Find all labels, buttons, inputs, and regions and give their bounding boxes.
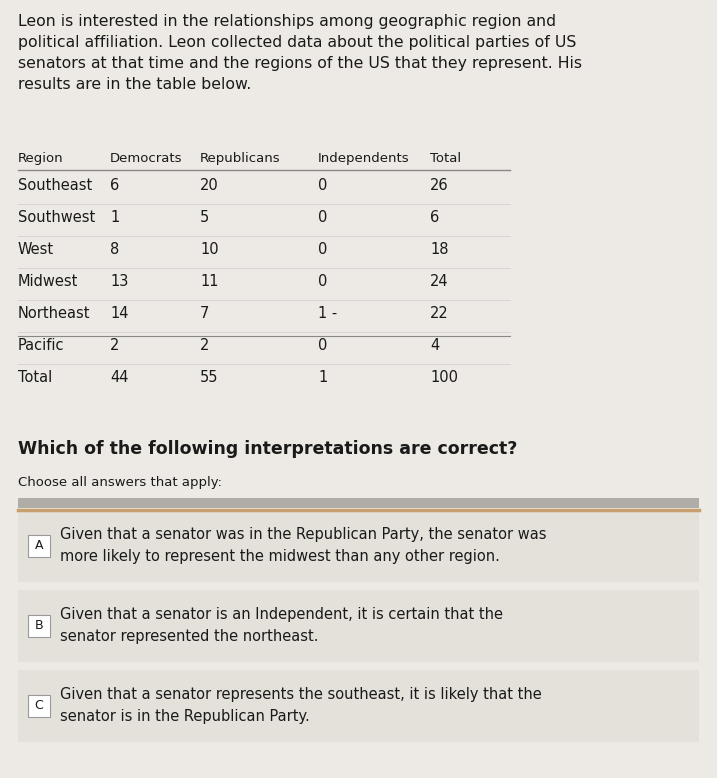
Text: 6: 6 — [110, 177, 119, 193]
Text: Independents: Independents — [318, 152, 409, 165]
Text: Choose all answers that apply:: Choose all answers that apply: — [18, 475, 222, 489]
Text: Total: Total — [18, 370, 52, 384]
Text: 4: 4 — [430, 338, 440, 352]
Text: 5: 5 — [200, 210, 209, 225]
Text: 44: 44 — [110, 370, 128, 384]
Text: West: West — [18, 242, 54, 257]
Bar — [18, 590, 699, 661]
Text: Given that a senator is an Independent, it is certain that the
senator represent: Given that a senator is an Independent, … — [60, 608, 503, 644]
Text: Total: Total — [430, 152, 461, 165]
Text: 24: 24 — [430, 274, 449, 289]
Text: 7: 7 — [200, 306, 209, 321]
Text: Region: Region — [18, 152, 64, 165]
Text: 1: 1 — [110, 210, 119, 225]
Text: 10: 10 — [200, 242, 219, 257]
Text: 26: 26 — [430, 177, 449, 193]
Text: Democrats: Democrats — [110, 152, 183, 165]
FancyBboxPatch shape — [28, 534, 50, 556]
FancyBboxPatch shape — [28, 615, 50, 636]
Text: Given that a senator represents the southeast, it is likely that the
senator is : Given that a senator represents the sout… — [60, 687, 542, 724]
Text: 0: 0 — [318, 242, 328, 257]
Text: Pacific: Pacific — [18, 338, 65, 352]
Text: B: B — [34, 619, 43, 632]
Text: 1: 1 — [318, 370, 327, 384]
Text: Given that a senator was in the Republican Party, the senator was
more likely to: Given that a senator was in the Republic… — [60, 527, 546, 564]
Text: Leon is interested in the relationships among geographic region and
political af: Leon is interested in the relationships … — [18, 14, 582, 92]
Text: 22: 22 — [430, 306, 449, 321]
Text: C: C — [34, 699, 43, 712]
Text: Republicans: Republicans — [200, 152, 280, 165]
Bar — [18, 510, 699, 582]
Text: 2: 2 — [200, 338, 209, 352]
Text: 55: 55 — [200, 370, 219, 384]
Text: 2: 2 — [110, 338, 119, 352]
Text: 0: 0 — [318, 210, 328, 225]
Text: Northeast: Northeast — [18, 306, 90, 321]
Text: Southwest: Southwest — [18, 210, 95, 225]
Text: 14: 14 — [110, 306, 128, 321]
Text: 13: 13 — [110, 274, 128, 289]
Text: 1 -: 1 - — [318, 306, 337, 321]
Text: 6: 6 — [430, 210, 440, 225]
Text: 0: 0 — [318, 274, 328, 289]
Text: A: A — [34, 539, 43, 552]
Bar — [18, 498, 699, 507]
Text: 8: 8 — [110, 242, 119, 257]
Text: 11: 11 — [200, 274, 219, 289]
Bar — [18, 670, 699, 741]
Text: 20: 20 — [200, 177, 219, 193]
Text: Midwest: Midwest — [18, 274, 78, 289]
Text: 0: 0 — [318, 177, 328, 193]
Text: 18: 18 — [430, 242, 449, 257]
Text: Which of the following interpretations are correct?: Which of the following interpretations a… — [18, 440, 518, 457]
Text: 0: 0 — [318, 338, 328, 352]
Text: Southeast: Southeast — [18, 177, 92, 193]
FancyBboxPatch shape — [28, 695, 50, 717]
Text: 100: 100 — [430, 370, 458, 384]
